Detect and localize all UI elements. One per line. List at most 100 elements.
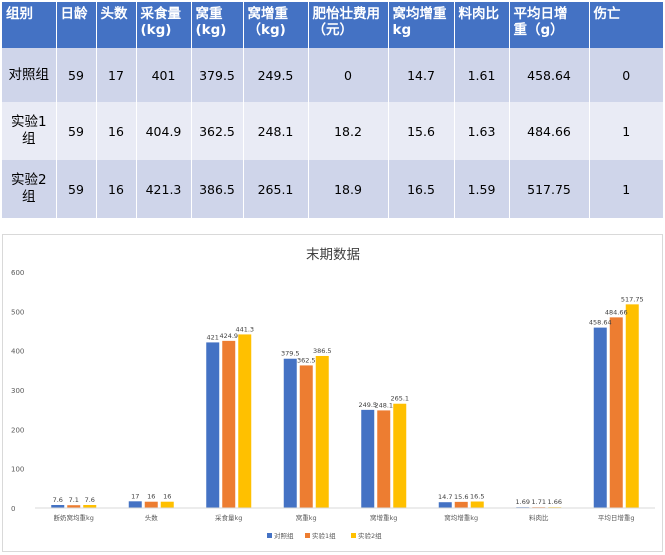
chart-title: 末期数据 (306, 247, 360, 263)
legend-label: 实验2组 (358, 531, 382, 540)
data-label: 7.1 (69, 496, 79, 504)
data-label: 458.64 (589, 319, 612, 327)
cell-avg-daily-gain: 458.64 (509, 48, 590, 102)
x-tick-label: 断奶窝均重kg (54, 513, 94, 522)
cell-feed-intake: 401 (136, 48, 192, 102)
cell-group: 实验1 组 (2, 102, 57, 160)
bar (393, 403, 407, 508)
data-label: 517.75 (621, 295, 644, 303)
header-feed-intake: 采食量 (kg) (136, 2, 192, 48)
cell-age: 59 (56, 102, 97, 160)
bar (377, 410, 391, 508)
cell-avg-daily-gain: 484.66 (509, 102, 590, 160)
table-row: 实验2 组 59 16 421.3 386.5 265.1 18.9 16.5 1… (2, 160, 663, 218)
bar (144, 501, 158, 508)
cell-mortality: 1 (589, 102, 663, 160)
bar (609, 317, 623, 508)
cell-head-count: 17 (96, 48, 137, 102)
cell-feed-intake: 421.3 (136, 160, 192, 218)
cell-head-count: 16 (96, 102, 137, 160)
data-label: 265.1 (390, 395, 409, 403)
y-tick-label: 500 (11, 308, 24, 316)
legend-swatch (267, 533, 272, 538)
bar (593, 327, 607, 508)
bar (470, 501, 484, 508)
bar (299, 365, 313, 508)
cell-litter-gain: 249.5 (243, 48, 309, 102)
bar-chart: 末期数据 0 100 200 300 400 500 600 7.6 7.1 7.6 17 16 16… (11, 247, 655, 540)
data-label: 14.7 (438, 493, 452, 501)
header-litter-weight: 窝重 (kg) (191, 2, 244, 48)
x-tick-label: 窝重kg (296, 513, 317, 522)
data-label: 7.6 (85, 496, 95, 504)
cell-litter-gain: 265.1 (243, 160, 309, 218)
bar (283, 358, 297, 508)
bar (51, 505, 65, 508)
data-label: 424.9 (219, 332, 238, 340)
bar (67, 505, 81, 508)
bar (438, 502, 452, 508)
x-tick-label: 窝均增重kg (444, 513, 478, 522)
x-tick-label: 料肉比 (529, 513, 549, 522)
data-label: 441.3 (235, 325, 254, 333)
data-table: 组别 日龄 头数 采食量 (kg) 窝重 (kg) 窝增重 （kg) 肥怡壮费用 （元）… (2, 2, 663, 218)
bar (160, 501, 174, 508)
cell-feed-meat-ratio: 1.63 (454, 102, 510, 160)
bar (83, 505, 97, 508)
data-label: 15.6 (454, 493, 468, 501)
table-row: 对照组 59 17 401 379.5 249.5 0 14.7 1.61 45… (2, 48, 663, 102)
y-tick-label: 300 (11, 387, 24, 395)
header-avg-litter-gain: 窝均增重 kg (388, 2, 455, 48)
legend-label: 实验1组 (312, 531, 336, 540)
x-tick-label: 平均日增重g (598, 513, 635, 522)
cell-age: 59 (56, 48, 97, 102)
y-tick-label: 600 (11, 269, 24, 277)
header-head-count: 头数 (96, 2, 137, 48)
x-tick-label: 采食量kg (215, 513, 242, 522)
table-row: 实验1 组 59 16 404.9 362.5 248.1 18.2 15.6 1… (2, 102, 663, 160)
cell-cost: 0 (308, 48, 389, 102)
data-label: 1.71 (532, 498, 546, 506)
data-label: 7.6 (53, 496, 63, 504)
data-label: 421 (207, 333, 219, 341)
cell-mortality: 0 (589, 48, 663, 102)
data-label: 16 (163, 493, 171, 501)
header-litter-gain: 窝增重 （kg) (243, 2, 309, 48)
y-tick-label: 400 (11, 348, 24, 356)
cell-avg-daily-gain: 517.75 (509, 160, 590, 218)
y-tick-label: 0 (11, 505, 15, 513)
data-label: 484.66 (605, 308, 628, 316)
y-tick-label: 200 (11, 426, 24, 434)
table-header-row: 组别 日龄 头数 采食量 (kg) 窝重 (kg) 窝增重 （kg) 肥怡壮费用 （元）… (2, 2, 663, 48)
data-label: 1.69 (516, 498, 530, 506)
header-mortality: 伤亡 (589, 2, 663, 48)
data-label: 362.5 (297, 356, 316, 364)
header-feed-meat-ratio: 料肉比 (454, 2, 510, 48)
header-age: 日龄 (56, 2, 97, 48)
bar (128, 501, 142, 508)
header-cost: 肥怡壮费用 （元） (308, 2, 389, 48)
data-label: 16.5 (470, 493, 484, 501)
data-label: 17 (131, 492, 139, 500)
bar (361, 409, 375, 508)
cell-cost: 18.9 (308, 160, 389, 218)
legend-swatch (351, 533, 356, 538)
data-label: 379.5 (281, 350, 300, 358)
legend-label: 对照组 (274, 531, 294, 540)
bar (238, 334, 252, 508)
x-tick-label: 窝增重kg (370, 513, 397, 522)
x-tick-label: 头数 (145, 513, 159, 522)
header-group: 组别 (2, 2, 57, 48)
bar (222, 340, 236, 508)
chart-container: 末期数据 0 100 200 300 400 500 600 7.6 7.1 7.6 17 16 16… (2, 234, 663, 552)
cell-mortality: 1 (589, 160, 663, 218)
cell-feed-intake: 404.9 (136, 102, 192, 160)
data-label: 249.5 (358, 401, 377, 409)
data-label: 16 (147, 493, 155, 501)
y-tick-label: 100 (11, 466, 24, 474)
cell-age: 59 (56, 160, 97, 218)
cell-litter-weight: 379.5 (191, 48, 244, 102)
data-label: 1.66 (548, 498, 562, 506)
cell-head-count: 16 (96, 160, 137, 218)
header-avg-daily-gain: 平均日增 重（g） (509, 2, 590, 48)
